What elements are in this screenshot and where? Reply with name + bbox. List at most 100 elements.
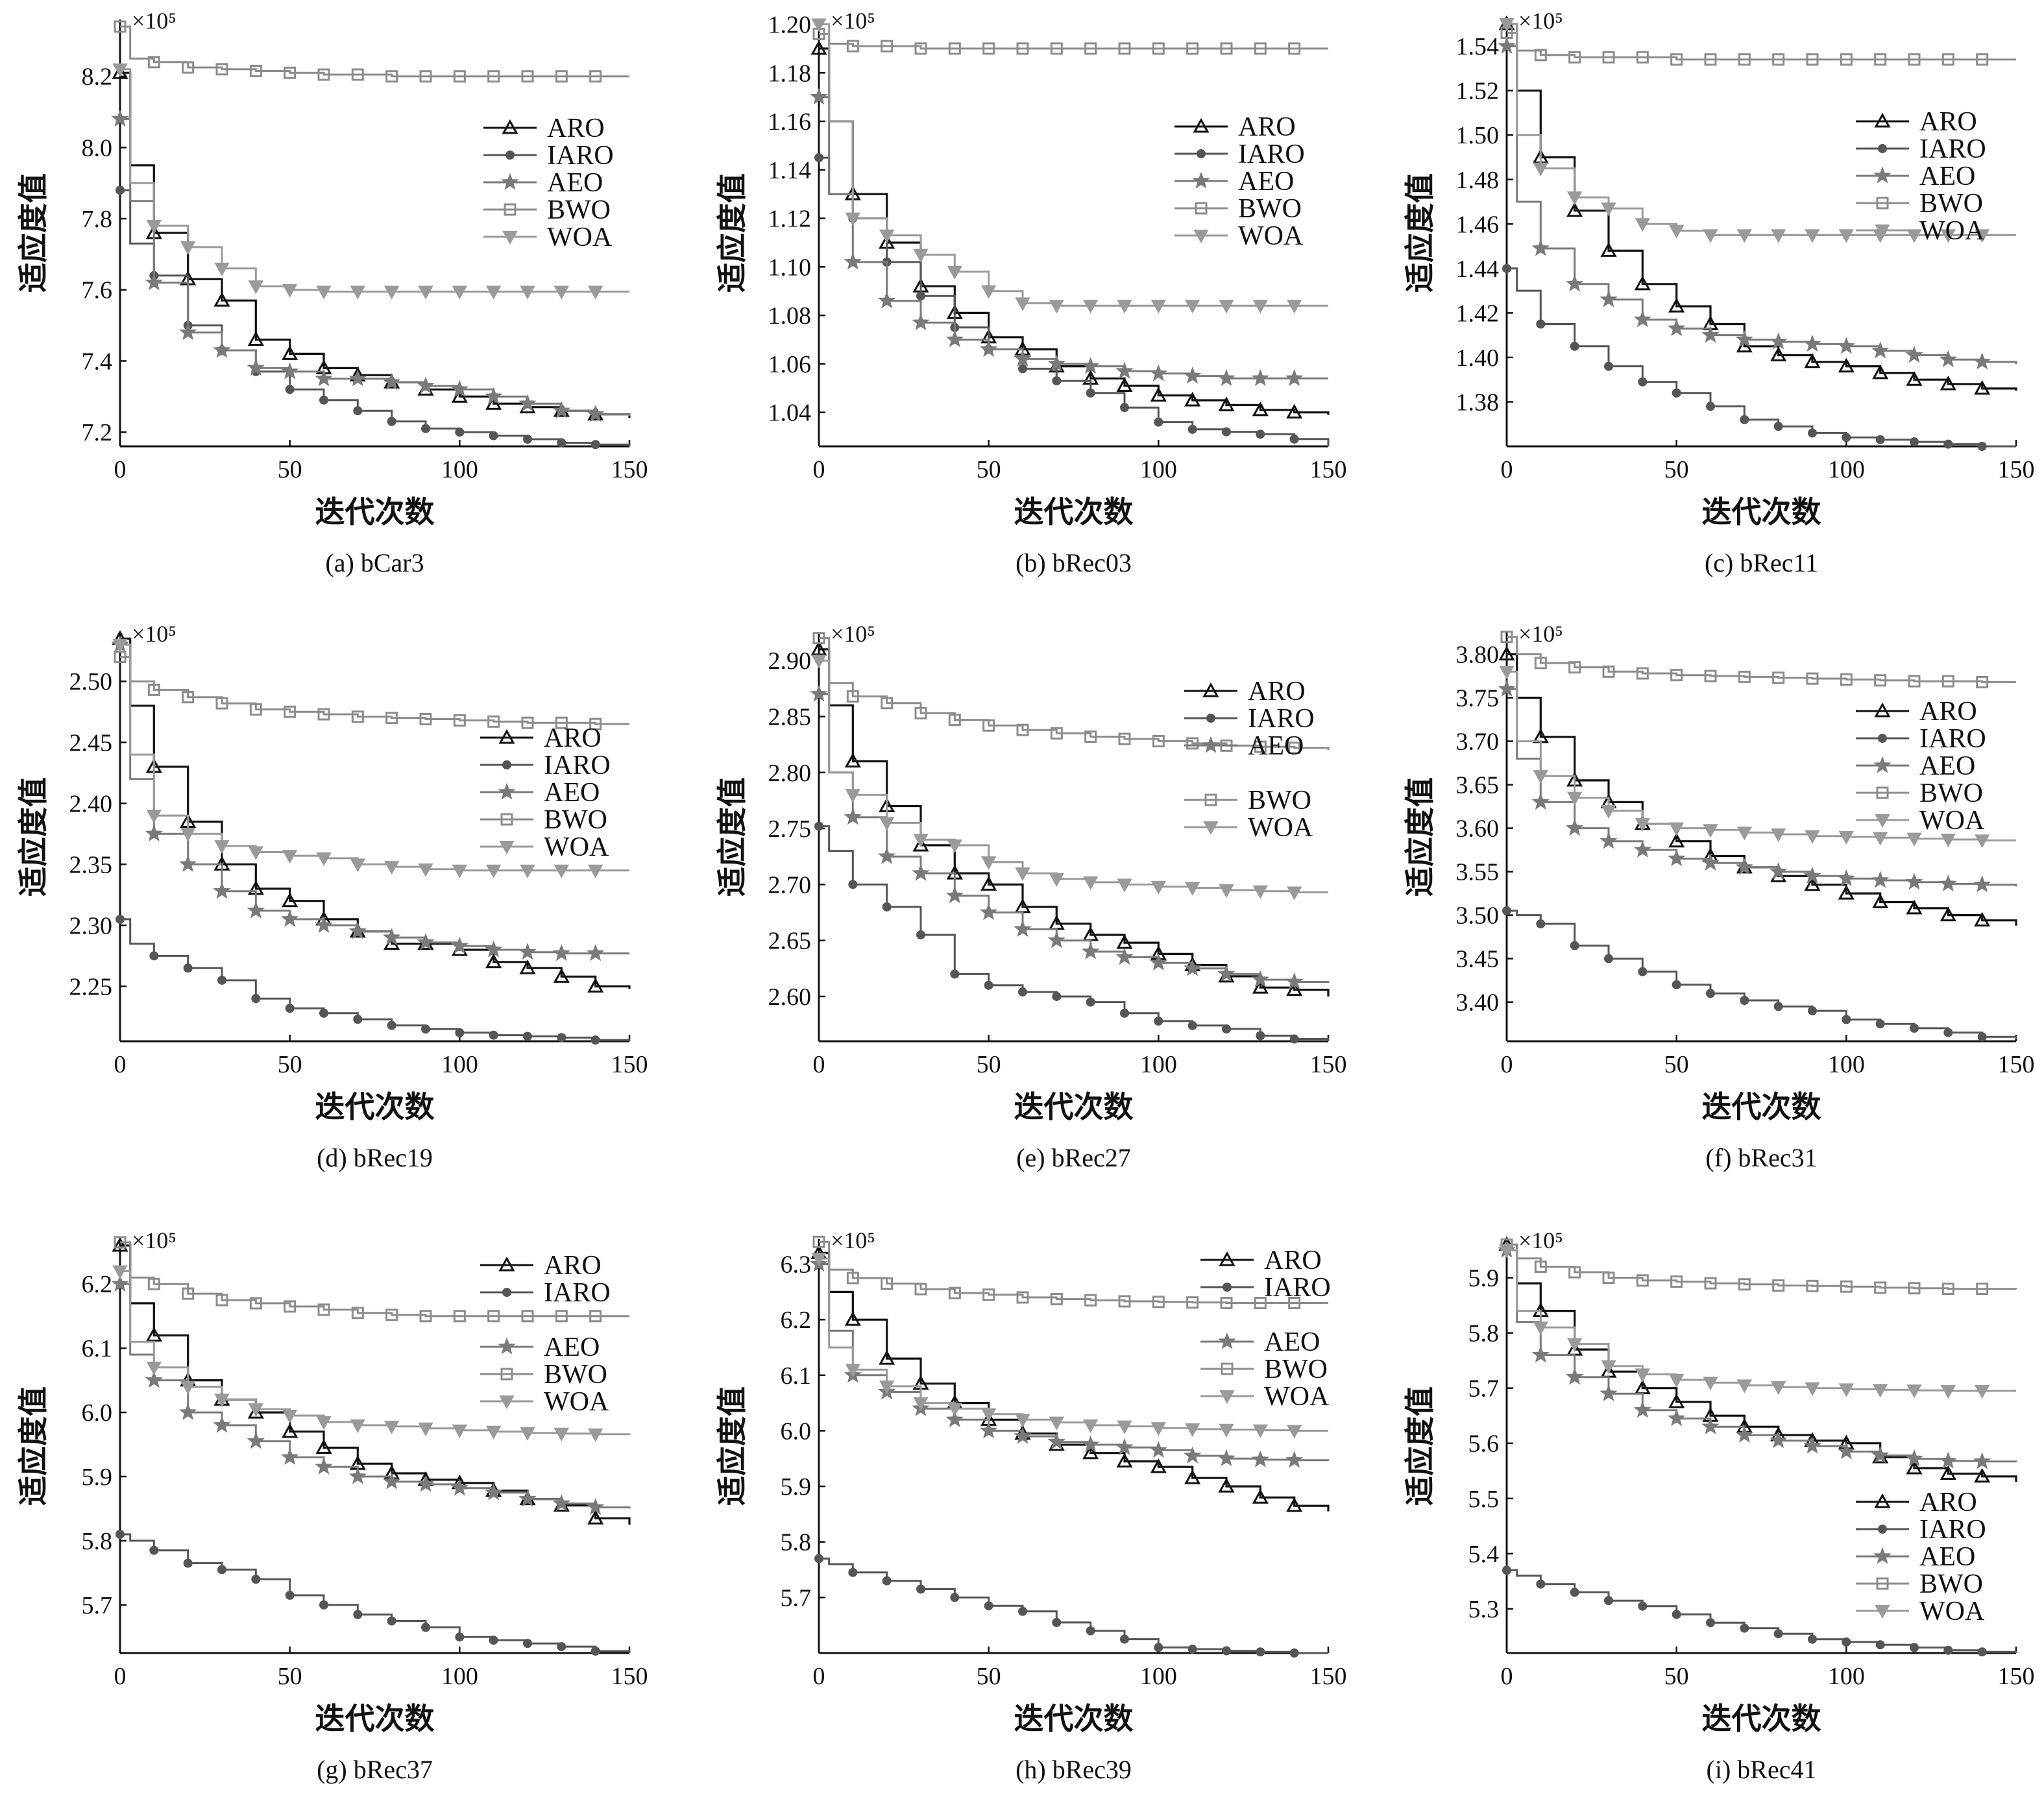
series-point-bwo — [1084, 730, 1097, 743]
series-point-woa — [879, 229, 895, 243]
series-point-aeo — [1531, 1346, 1550, 1363]
legend-marker-aro — [1874, 702, 1891, 718]
x-axis-label: 迭代次数 — [1702, 1701, 1821, 1736]
series-point-woa — [1940, 834, 1956, 848]
series-point-bwo — [317, 1303, 330, 1316]
y-tick-label: 1.16 — [768, 108, 812, 136]
series-point-woa — [1974, 229, 1990, 243]
x-tick-label: 0 — [114, 456, 127, 483]
series-point-bwo — [1941, 53, 1954, 66]
series-point-aeo — [382, 372, 401, 390]
series-point-aeo — [280, 362, 299, 380]
series-point-aeo — [213, 882, 231, 899]
series-point-aeo — [1285, 368, 1304, 386]
series-point-aro — [1150, 1458, 1167, 1473]
series-point-woa — [947, 265, 963, 280]
series-point-bwo — [351, 1307, 364, 1320]
series-point-woa — [1601, 804, 1616, 819]
series-point-iaro — [1604, 954, 1613, 963]
y-tick-label: 2.70 — [768, 871, 812, 899]
y-tick-label: 5.8 — [1468, 1320, 1500, 1347]
panel-caption: (d) bRec19 — [317, 1143, 433, 1172]
series-point-woa — [1601, 1360, 1616, 1374]
series-point-woa — [1533, 770, 1549, 784]
y-tick-label: 3.75 — [1456, 685, 1500, 712]
series-point-bwo — [284, 1300, 297, 1313]
series-point-aro — [213, 292, 230, 307]
series-point-aeo — [1837, 869, 1856, 887]
legend-label-iaro: IARO — [1264, 1273, 1331, 1303]
series-point-iaro — [116, 914, 125, 924]
y-tick-label: 5.9 — [82, 1464, 113, 1491]
series-point-bwo — [453, 70, 466, 83]
series-point-aro — [112, 1237, 128, 1252]
series-point-aro — [1286, 981, 1303, 996]
series-point-iaro — [387, 417, 396, 426]
series-point-iaro — [984, 1601, 993, 1611]
series-point-aeo — [1735, 1425, 1754, 1443]
series-point-bwo — [284, 705, 297, 718]
series-point-aeo — [1600, 290, 1618, 308]
series-point-iaro — [1187, 424, 1197, 434]
y-tick-label: 3.80 — [1456, 642, 1500, 669]
series-point-woa — [913, 1397, 929, 1411]
y-tick-label: 2.65 — [768, 928, 812, 955]
series-line-bwo — [819, 1240, 1328, 1304]
series-point-aeo — [1803, 334, 1821, 352]
y-tick-label: 5.6 — [1468, 1431, 1500, 1458]
y-tick-label: 3.70 — [1456, 729, 1500, 756]
series-point-bwo — [385, 712, 398, 725]
series-point-iaro — [1604, 1596, 1613, 1606]
legend-label-bwo: BWO — [1919, 779, 1983, 808]
legend-marker-bwo — [500, 813, 513, 826]
y-axis-label: 适应度值 — [1402, 777, 1437, 897]
series-point-woa — [248, 846, 264, 860]
series-point-aeo — [1047, 354, 1066, 372]
series-point-aeo — [586, 1498, 605, 1515]
series-point-iaro — [285, 1590, 295, 1600]
panel-caption: (g) bRec37 — [317, 1755, 433, 1784]
series-point-aeo — [810, 88, 828, 105]
series-point-aro — [1974, 1467, 1991, 1483]
series-point-bwo — [1908, 675, 1921, 688]
series-line-bwo — [120, 656, 629, 725]
legend-marker-aro — [502, 119, 518, 134]
series-point-aro — [1218, 396, 1235, 411]
x-axis-label: 迭代次数 — [1702, 1089, 1821, 1124]
series-point-woa — [452, 1424, 468, 1438]
legend-marker-woa — [1193, 230, 1209, 244]
series-point-iaro — [455, 428, 465, 437]
series-line-bwo — [1507, 636, 2016, 683]
legend-marker-aeo — [1218, 1332, 1236, 1349]
y-tick-label: 7.2 — [82, 419, 113, 446]
series-point-iaro — [1536, 1579, 1546, 1589]
series-point-bwo — [419, 713, 432, 726]
series-point-bwo — [948, 42, 961, 55]
series-point-aeo — [247, 358, 265, 376]
legend-label-iaro: IARO — [544, 751, 611, 780]
legend-marker-bwo — [1195, 202, 1208, 215]
series-point-iaro — [557, 1642, 566, 1652]
series-point-bwo — [1254, 1296, 1267, 1309]
axis-exponent-label: ×10⁵ — [1518, 1227, 1563, 1253]
series-point-iaro — [1222, 1646, 1231, 1656]
series-point-bwo — [351, 68, 364, 81]
series-point-woa — [383, 1420, 400, 1434]
series-point-bwo — [1704, 53, 1717, 66]
series-point-aeo — [1905, 873, 1923, 890]
series-point-aro — [1286, 404, 1303, 419]
series-point-bwo — [114, 20, 127, 33]
series-point-aeo — [1014, 919, 1032, 937]
series-point-woa — [1150, 1422, 1167, 1436]
series-line-iaro — [1507, 910, 2017, 1039]
x-tick-label: 0 — [813, 456, 825, 483]
series-point-aro — [1668, 298, 1685, 313]
series-point-bwo — [982, 1288, 995, 1301]
x-tick-label: 100 — [1140, 1663, 1177, 1690]
series-point-aeo — [1115, 948, 1134, 965]
series-point-aeo — [1217, 368, 1235, 386]
series-point-bwo — [182, 691, 195, 704]
series-point-aeo — [1217, 964, 1235, 982]
series-point-aeo — [810, 684, 828, 702]
series-point-iaro — [1943, 439, 1953, 449]
